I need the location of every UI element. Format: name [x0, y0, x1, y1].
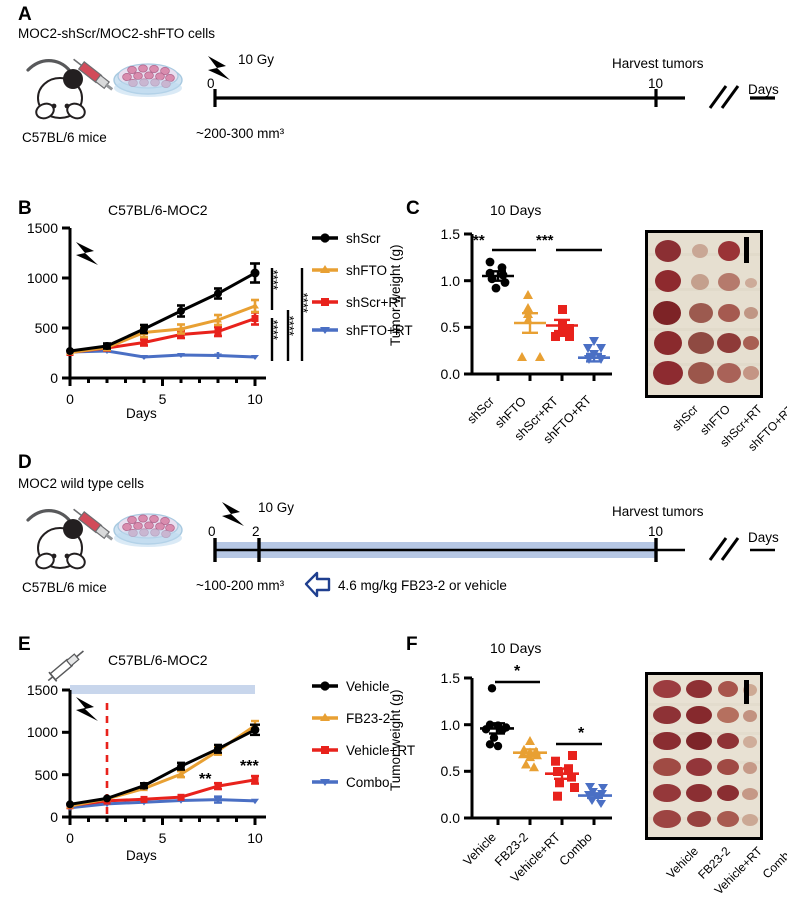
svg-text:500: 500 [35, 767, 59, 783]
panel-c-photo-label-3: shFTO+RT [745, 402, 787, 454]
panel-c-sig-left: ** [473, 232, 485, 249]
panel-f-photo-label-3: Combo [759, 844, 787, 882]
svg-text:1500: 1500 [27, 682, 58, 698]
panel-f-tumor-photo [645, 672, 763, 840]
panel-f-letter: F [406, 634, 418, 655]
panel-b-legend-markers [312, 233, 338, 334]
panel-e-legend-label-2: Vehicle+RT [346, 743, 416, 758]
panel-e-legend-label-1: FB23-2 [346, 711, 391, 726]
panel-b-sig-2: **** [265, 319, 281, 340]
panel-f-sig-right: * [578, 725, 585, 742]
panel-e-sig-day10: *** [240, 758, 259, 775]
panel-d-tick0-label: 0 [208, 524, 216, 539]
svg-text:0: 0 [66, 830, 74, 846]
panel-a-cells-label: MOC2-shScr/MOC2-shFTO cells [18, 26, 216, 41]
svg-text:10: 10 [247, 830, 263, 846]
panel-b-legend-label-0: shScr [346, 231, 381, 246]
svg-text:0: 0 [66, 391, 74, 407]
panel-b-title: C57BL/6-MOC2 [108, 202, 208, 218]
svg-text:10: 10 [247, 391, 263, 407]
svg-text:0: 0 [50, 809, 58, 825]
panel-d-tumor-size-label: ~100-200 mm³ [196, 578, 285, 593]
panel-d-cells-label: MOC2 wild type cells [18, 476, 145, 491]
panel-d-harvest-label: Harvest tumors [612, 504, 704, 519]
panel-c-letter: C [406, 198, 420, 219]
panel-b-sig-1: **** [265, 269, 281, 290]
panel-b-legend-label-1: shFTO [346, 263, 388, 278]
panel-f-scale-bar [744, 680, 749, 704]
panel-b-xlabel: Days [126, 406, 157, 421]
panel-b-letter: B [18, 198, 32, 219]
panel-c-tumor-photo [645, 230, 763, 398]
panel-e-letter: E [18, 634, 31, 655]
mouse-injection-illustration [26, 58, 183, 120]
panel-e-title: C57BL/6-MOC2 [108, 652, 208, 668]
svg-text:500: 500 [35, 320, 59, 336]
svg-text:0.0: 0.0 [441, 366, 461, 382]
panel-c-chart: 1.5 1.0 0.5 0.0 [441, 226, 612, 382]
panel-e-legend-label-3: Combo [346, 775, 390, 790]
mouse-injection-illustration-2 [26, 508, 183, 570]
panel-b-sig-3: **** [281, 315, 297, 336]
panel-a-dose-label: 10 Gy [238, 52, 275, 67]
panel-e-chart: 1500 1000 500 0 0 5 10 [27, 650, 266, 846]
panel-c-category-3: shFTO+RT [540, 392, 595, 447]
svg-text:1.5: 1.5 [441, 670, 461, 686]
panel-a-timeline [208, 56, 775, 109]
panel-b-legend-label-3: shFTO+RT [346, 323, 413, 338]
panel-e-xlabel: Days [126, 848, 157, 863]
panel-d-tick10-label: 10 [648, 524, 664, 539]
panel-d-letter: D [18, 452, 32, 473]
panel-a-mouse-label: C57BL/6 mice [22, 130, 107, 145]
panel-a-tumor-size-label: ~200-300 mm³ [196, 126, 285, 141]
svg-text:0: 0 [50, 370, 58, 386]
svg-text:0.0: 0.0 [441, 810, 461, 826]
panel-c-title: 10 Days [490, 202, 542, 218]
panel-e-legend-markers [312, 681, 338, 786]
panel-d-tick2-label: 2 [252, 524, 260, 539]
syringe-icon [47, 650, 84, 682]
panel-d-timeline [213, 502, 775, 562]
panel-c-scale-bar [744, 237, 749, 263]
svg-text:0.5: 0.5 [441, 319, 461, 335]
panel-e-legend-label-0: Vehicle [346, 679, 390, 694]
drug-arrow-icon [304, 571, 331, 598]
panel-a-tick0-label: 0 [207, 76, 215, 91]
panel-f-chart: 1.5 1.0 0.5 0.0 [441, 670, 612, 826]
panel-f-sig-left: * [514, 663, 521, 680]
panel-f-title: 10 Days [490, 640, 542, 656]
panel-e-sig-day8: ** [199, 771, 212, 788]
panel-d-dose-label: 10 Gy [258, 500, 295, 515]
panel-b-sig-4: **** [295, 292, 311, 313]
svg-text:5: 5 [159, 830, 167, 846]
panel-b-chart: 1500 1000 500 0 0 5 10 [27, 220, 304, 407]
panel-d-drug-label: 4.6 mg/kg FB23-2 or vehicle [338, 578, 507, 593]
svg-text:0.5: 0.5 [441, 763, 461, 779]
svg-text:1500: 1500 [27, 220, 58, 236]
panel-d-mouse-label: C57BL/6 mice [22, 580, 107, 595]
panel-a-harvest-label: Harvest tumors [612, 56, 704, 71]
panel-a-axis-label: Days [748, 82, 779, 97]
svg-text:1.5: 1.5 [441, 226, 461, 242]
panel-f-ylabel: Tumor weight (g) [388, 689, 403, 791]
panel-f-category-3: Combo [556, 830, 595, 869]
panel-a-letter: A [18, 4, 32, 25]
svg-text:1.0: 1.0 [441, 717, 461, 733]
svg-text:1.0: 1.0 [441, 273, 461, 289]
panel-b-legend-label-2: shScr+RT [346, 295, 407, 310]
panel-a-tick10-label: 10 [648, 76, 664, 91]
panel-d-axis-label: Days [748, 530, 779, 545]
panel-c-ylabel: Tumor weight (g) [388, 244, 403, 346]
svg-text:1000: 1000 [27, 724, 58, 740]
svg-text:1000: 1000 [27, 270, 58, 286]
panel-c-sig-right: *** [536, 232, 554, 249]
svg-text:5: 5 [159, 391, 167, 407]
